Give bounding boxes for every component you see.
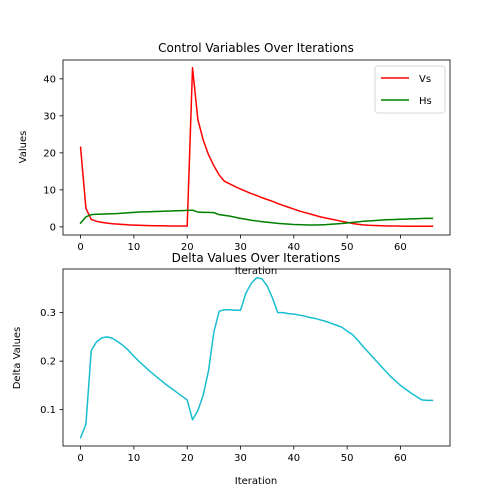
x-tick-label: 40	[287, 242, 300, 253]
legend-label-vs: Vs	[419, 74, 431, 85]
x-tick-label: 50	[341, 453, 354, 464]
plot-area	[62, 268, 451, 447]
series-line-vs	[79, 67, 434, 228]
x-tick-label: 0	[77, 453, 83, 464]
y-tick-label: 20	[43, 148, 56, 159]
y-tick-label: 10	[43, 185, 56, 196]
chart-control-variables: Control Variables Over Iterations 0 10 20 3…	[18, 41, 451, 277]
y-tick-label: 0.3	[40, 308, 56, 319]
axes-frame	[62, 59, 451, 236]
x-tick-label: 40	[287, 453, 300, 464]
x-tick-label: 30	[234, 242, 247, 253]
chart-title: Control Variables Over Iterations	[158, 41, 354, 55]
x-tick-label: 50	[341, 242, 354, 253]
y-tick-label: 0.2	[40, 357, 56, 368]
legend-label-hs: Hs	[419, 96, 432, 107]
series-group	[79, 276, 434, 439]
x-tick-label: 20	[181, 242, 194, 253]
series-group	[79, 67, 434, 228]
x-tick-label: 60	[394, 242, 407, 253]
y-tick-label: 40	[43, 74, 56, 85]
legend-box	[374, 65, 446, 114]
y-tick-label: 0	[50, 222, 56, 233]
y-axis: 0.1 0.2 0.3	[40, 308, 63, 416]
y-axis-label: Values	[18, 131, 29, 164]
plot-area	[62, 59, 451, 236]
y-axis: 0 10 20 30 40	[43, 74, 63, 233]
x-axis: 0 10 20 30 40 50 60	[77, 235, 407, 253]
x-tick-label: 60	[394, 453, 407, 464]
y-tick-label: 0.1	[40, 405, 56, 416]
x-tick-label: 20	[181, 453, 194, 464]
chart-title: Delta Values Over Iterations	[172, 251, 341, 265]
series-line-hs	[79, 209, 434, 226]
x-axis-label: Iteration	[235, 266, 277, 277]
y-tick-label: 30	[43, 111, 56, 122]
y-axis-label: Delta Values	[12, 327, 23, 390]
x-axis-label: Iteration	[235, 476, 277, 487]
x-tick-label: 0	[77, 242, 83, 253]
x-tick-label: 10	[128, 453, 141, 464]
series-line	[79, 276, 434, 439]
x-tick-label: 30	[234, 453, 247, 464]
axes-frame	[62, 268, 451, 447]
legend: Vs Hs	[374, 65, 446, 114]
x-axis: 0 10 20 30 40 50 60	[77, 446, 407, 464]
x-tick-label: 10	[128, 242, 141, 253]
chart-delta-values: 0 10 20 30 40 50 60 0.1 0.2 0.3 Iteration Delta …	[12, 251, 451, 487]
